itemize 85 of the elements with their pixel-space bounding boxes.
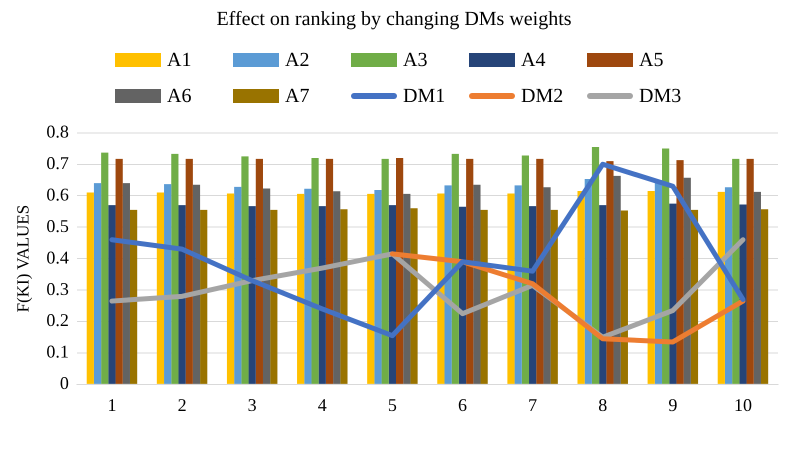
y-tick-label: 0.6 [46,184,69,204]
legend-label: DM1 [403,84,446,108]
x-tick-label: 2 [178,394,187,415]
legend-label: DM2 [521,84,564,108]
bar [270,210,278,384]
bar [584,179,592,384]
x-tick-label: 7 [528,394,538,415]
x-tick-label: 10 [734,394,752,415]
bar [226,194,234,384]
bar [256,158,263,384]
bar [326,158,334,384]
bar [599,205,606,384]
bar [178,205,186,384]
x-tick-label: 4 [318,394,327,415]
bar [732,158,740,384]
bar [130,210,138,384]
bar [614,176,621,384]
y-tick-label: 0.5 [46,216,69,236]
bar [200,210,208,384]
bar [522,155,530,384]
legend-label: A1 [167,48,192,72]
bar [458,206,466,384]
bar [311,158,319,384]
bar [466,158,474,384]
bar [473,184,481,384]
bar [382,158,389,384]
bar [367,194,374,384]
legend-label: A7 [285,84,310,108]
x-tick-label: 9 [668,394,678,415]
bar [550,210,558,384]
bar [234,186,242,384]
legend-label: A2 [285,48,310,72]
bar [192,184,200,384]
x-tick-label: 3 [248,394,257,415]
legend-label: A4 [521,48,546,72]
bar [746,158,754,384]
x-tick-label: 8 [598,394,608,415]
y-tick-label: 0.2 [46,310,69,330]
bar [592,146,600,384]
bar [452,154,459,384]
bar [669,204,676,384]
chart-title: Effect on ranking by changing DMs weights [215,8,573,32]
bar [606,161,614,384]
y-tick-label: 0.7 [46,152,69,173]
y-tick-label: 0.4 [46,247,69,268]
bar [156,192,164,384]
bar [388,205,396,384]
legend-label: A5 [639,48,664,72]
bar [122,183,130,384]
bar [86,192,94,384]
bar [164,184,172,384]
bar [241,156,249,384]
bar [760,209,768,384]
y-tick-label: 0.1 [46,342,69,362]
y-tick-label: 0.3 [46,278,69,299]
x-tick-label: 6 [458,394,468,415]
x-tick-label: 5 [388,394,397,415]
bar [94,183,102,384]
bar [108,205,116,384]
bar [374,190,382,384]
bar [297,194,304,384]
bar [754,192,761,384]
y-axis-title: F(KI) VALUES [14,204,33,312]
bar [514,185,522,384]
bar [116,158,123,384]
bar [662,148,670,384]
legend-label: DM3 [639,84,682,108]
legend-label: A3 [403,48,428,72]
bar [304,188,312,384]
legend-label: A6 [167,84,192,108]
bar [620,210,628,384]
bar [340,209,348,384]
bar [186,158,193,384]
bar [318,206,326,384]
bar [333,191,340,384]
bar [536,158,544,384]
bar [648,190,655,384]
bar [101,152,108,384]
bar [739,204,747,384]
y-tick-label: 0.8 [46,122,69,142]
bar [248,206,256,384]
y-tick-label: 0 [60,373,69,394]
bar [262,188,270,384]
bar [171,154,178,384]
x-tick-label: 1 [107,394,116,415]
